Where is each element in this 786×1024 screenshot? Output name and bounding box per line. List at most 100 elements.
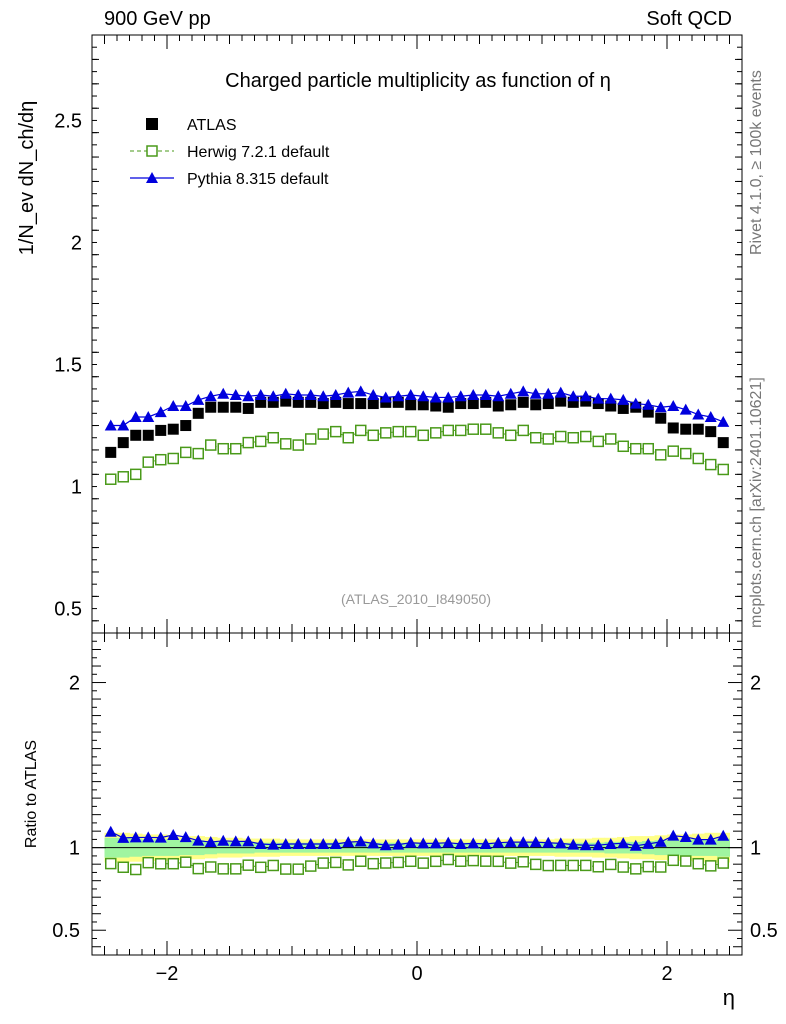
herwig-point xyxy=(155,453,167,466)
herwig-ratio-point xyxy=(192,862,204,875)
herwig-ratio-point xyxy=(205,861,217,873)
y-tick-label-ratio: 1 xyxy=(69,838,80,860)
herwig-point xyxy=(517,424,529,437)
pythia-point xyxy=(654,401,667,413)
atlas-point xyxy=(680,423,692,435)
herwig-point xyxy=(530,431,542,444)
herwig-ratio-point xyxy=(292,863,304,875)
herwig-point xyxy=(192,447,204,460)
pythia-point xyxy=(629,397,642,409)
y-tick-label-ratio-right: 1 xyxy=(750,838,761,860)
herwig-ratio-point xyxy=(642,860,654,873)
herwig-point xyxy=(355,424,367,437)
pythia-point xyxy=(692,408,705,420)
pythia-ratio-point xyxy=(229,835,242,847)
pythia-ratio-point xyxy=(342,836,355,848)
atlas-point xyxy=(530,399,542,411)
pythia-point xyxy=(317,390,330,402)
herwig-point xyxy=(605,433,617,445)
herwig-point xyxy=(492,427,504,439)
herwig-ratio-point xyxy=(367,857,379,870)
pythia-point xyxy=(679,403,692,415)
y-tick-label-ratio: 0.5 xyxy=(52,920,80,942)
pythia-ratio-point xyxy=(629,839,642,851)
herwig-ratio-point xyxy=(480,855,492,867)
herwig-ratio-point xyxy=(217,863,229,875)
herwig-ratio-point xyxy=(317,857,329,869)
herwig-point xyxy=(580,430,592,443)
atlas-point xyxy=(417,399,429,411)
pythia-ratio-point xyxy=(692,833,705,845)
legend-herwig-marker xyxy=(146,145,158,157)
herwig-point xyxy=(667,445,679,457)
pythia-point xyxy=(442,391,455,403)
herwig-ratio-point xyxy=(267,859,279,872)
y-axis-label-main: 1/N_ev dN_ch/dη xyxy=(16,101,38,256)
herwig-point xyxy=(130,468,142,481)
atlas-point xyxy=(517,396,529,408)
atlas-point xyxy=(717,437,729,449)
herwig-ratio-point xyxy=(180,856,192,868)
herwig-ratio-point xyxy=(380,857,392,869)
pythia-point xyxy=(529,387,542,399)
pythia-ratio-point xyxy=(442,836,455,848)
atlas-point xyxy=(392,396,404,408)
chart-title: Charged particle multiplicity as functio… xyxy=(225,70,611,92)
tick-labels: −2 0 2 0.5 1 1.5 2 2.5 0.5 0.5 1 1 2 2 η 1/N_ev dN_ch/d… xyxy=(16,70,778,1010)
pythia-ratio-point xyxy=(404,836,417,848)
herwig-ratio-point xyxy=(255,861,267,874)
pythia-point xyxy=(342,386,355,398)
pythia-point xyxy=(279,387,292,399)
legend-pythia-marker xyxy=(146,172,158,183)
x-tick-label: −2 xyxy=(156,963,179,985)
pythia-ratio-point xyxy=(142,831,155,843)
pythia-point xyxy=(254,389,267,401)
herwig-ratio-point xyxy=(442,853,454,866)
herwig-point xyxy=(280,438,292,450)
pythia-point xyxy=(192,393,205,405)
pythia-point xyxy=(104,419,117,431)
pythia-ratio-point xyxy=(579,839,592,851)
herwig-ratio-point xyxy=(567,859,579,872)
pythia-point xyxy=(154,406,167,418)
atlas-point xyxy=(142,429,154,441)
pythia-ratio-point xyxy=(117,831,130,843)
herwig-ratio-point xyxy=(155,858,167,870)
herwig-point xyxy=(380,427,392,439)
y-tick-label-main: 1.5 xyxy=(54,355,82,377)
herwig-point xyxy=(167,452,179,465)
pythia-point xyxy=(379,391,392,403)
pythia-ratio-point xyxy=(479,837,492,849)
herwig-ratio-point xyxy=(305,860,317,872)
herwig-ratio-point xyxy=(705,860,717,872)
atlas-point xyxy=(230,401,242,413)
ratio-series xyxy=(104,825,730,876)
herwig-point xyxy=(467,423,479,435)
herwig-ratio-point xyxy=(667,854,679,867)
atlas-point xyxy=(192,407,204,419)
atlas-point xyxy=(217,401,229,413)
herwig-point xyxy=(480,423,492,435)
herwig-ratio-point xyxy=(467,854,479,867)
pythia-ratio-point xyxy=(217,834,230,846)
herwig-point xyxy=(117,471,129,483)
herwig-point xyxy=(692,452,704,465)
pythia-ratio-point xyxy=(554,837,567,849)
pythia-point xyxy=(717,415,730,427)
herwig-ratio-point xyxy=(680,855,692,867)
pythia-ratio-point xyxy=(592,839,605,851)
pythia-point xyxy=(167,400,180,412)
atlas-point xyxy=(280,395,292,407)
herwig-point xyxy=(617,440,629,453)
atlas-point xyxy=(205,401,217,413)
y-tick-label-ratio-right: 2 xyxy=(750,673,761,695)
herwig-point xyxy=(342,431,354,444)
pythia-point xyxy=(492,390,505,402)
herwig-ratio-point xyxy=(242,859,254,871)
herwig-point xyxy=(205,439,217,451)
pythia-point xyxy=(217,387,230,399)
pythia-ratio-point xyxy=(679,830,692,842)
herwig-ratio-point xyxy=(517,856,529,868)
atlas-point xyxy=(480,396,492,408)
